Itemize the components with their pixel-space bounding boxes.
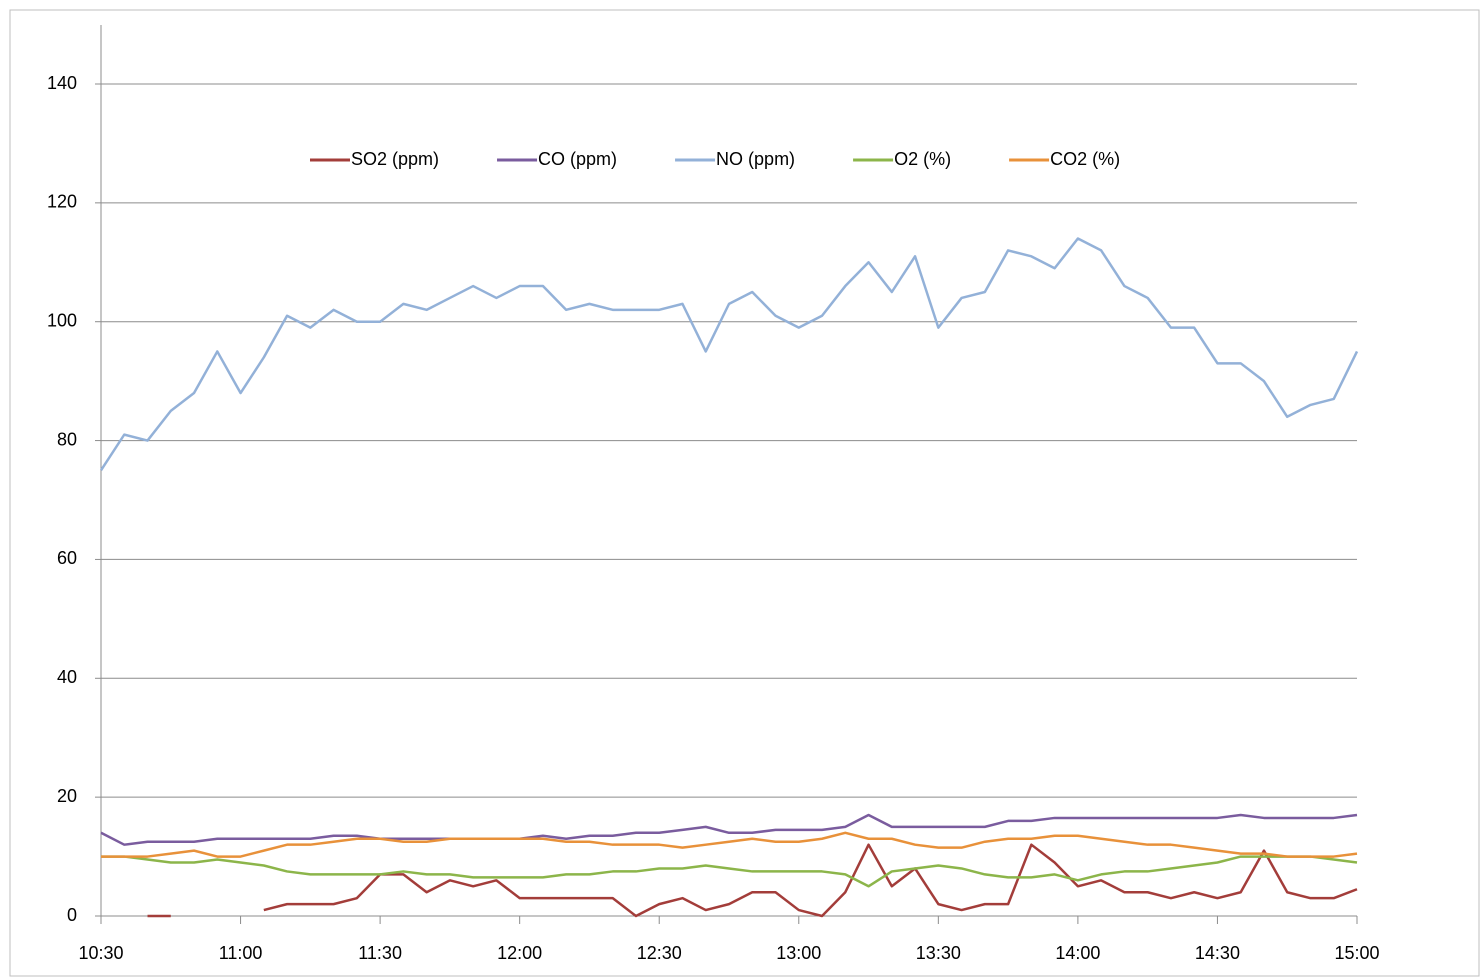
y-tick-label: 80: [57, 429, 77, 449]
y-tick-label: 100: [47, 310, 77, 330]
legend-label: CO (ppm): [538, 149, 617, 169]
x-tick-label: 12:00: [497, 943, 542, 963]
x-tick-label: 12:30: [637, 943, 682, 963]
x-tick-label: 14:30: [1195, 943, 1240, 963]
series-line: [99, 237, 1359, 471]
legend-label: O2 (%): [894, 149, 951, 169]
y-tick-label: 140: [47, 73, 77, 93]
legend-label: CO2 (%): [1050, 149, 1120, 169]
x-tick-label: 10:30: [78, 943, 123, 963]
y-tick-label: 40: [57, 667, 77, 687]
x-tick-label: 13:00: [776, 943, 821, 963]
y-tick-label: 20: [57, 786, 77, 806]
y-tick-label: 60: [57, 548, 77, 568]
x-tick-label: 13:30: [916, 943, 961, 963]
series-line: [101, 855, 1358, 888]
x-tick-label: 11:00: [219, 943, 263, 963]
series-line: [100, 813, 1358, 846]
x-tick-label: 15:00: [1334, 943, 1379, 963]
series-line: [147, 843, 1358, 918]
series-line: [101, 831, 1358, 858]
legend-label: NO (ppm): [716, 149, 795, 169]
x-tick-label: 11:30: [358, 943, 402, 963]
y-tick-label: 0: [67, 905, 77, 925]
legend-label: SO2 (ppm): [351, 149, 439, 169]
x-tick-label: 14:00: [1055, 943, 1100, 963]
legend: SO2 (ppm) CO (ppm) NO (ppm) O2 (%) CO2 (%): [310, 149, 1120, 169]
y-tick-label: 120: [47, 192, 77, 212]
